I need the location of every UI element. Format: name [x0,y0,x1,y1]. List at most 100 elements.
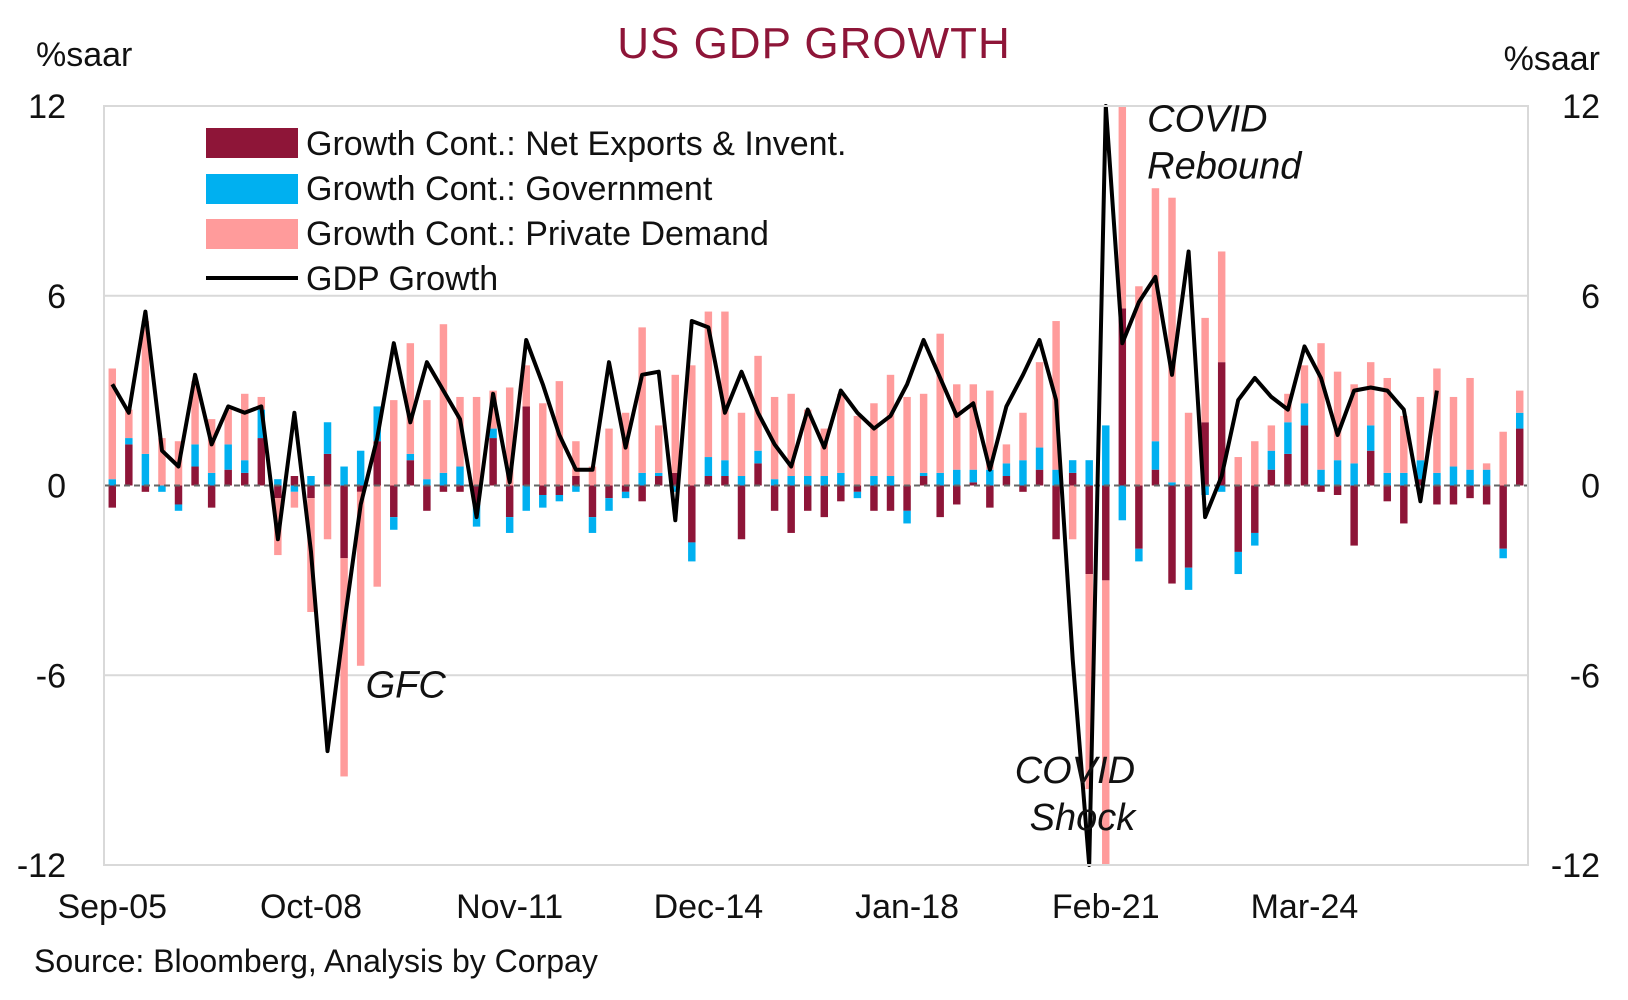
bar-segment [1400,415,1408,473]
bar-segment [489,390,497,429]
bar-segment [108,479,117,486]
bar-segment [1383,472,1391,486]
bar-segment [754,450,762,464]
bar-segment [505,517,514,533]
bar-segment [572,476,580,486]
bar-segment [274,479,282,486]
bar-segment [1019,460,1027,486]
gdp-growth-line-layer [110,104,1439,867]
bar-segment [936,333,944,473]
bar-segment [274,485,282,499]
bar-segment [1499,485,1507,549]
bar-segment [704,311,713,458]
bar-segment [1019,485,1027,492]
legend-swatch-private-demand [206,219,298,249]
annotation-label: Shock [1030,797,1138,839]
bar-segment [638,472,646,486]
bar-segment [539,494,547,508]
bar-segment [837,485,845,502]
bar-segment [1317,485,1325,492]
bar-segment [108,368,117,480]
bar-segment [870,485,878,511]
bar-segment [1035,362,1044,448]
y-tick-label-right: 0 [1581,468,1600,506]
bar-segment [919,393,928,473]
bar-segment [919,476,928,486]
bar-segment [588,485,597,518]
bar-segment [737,485,746,540]
bar-segment [290,476,299,486]
bar-segment [456,396,464,467]
bar-segment [241,472,249,486]
bar-segment [241,393,249,461]
bar-segment [1300,403,1309,426]
bar-segment [853,415,862,486]
source-note: Source: Bloomberg, Analysis by Corpay [34,943,598,979]
bar-segment [986,485,994,508]
bar-segment [1052,485,1060,540]
bar-segment [1184,412,1193,486]
bar-segment [721,460,729,477]
bar-segment [1035,447,1044,470]
bar-segment [969,469,978,483]
annotation-label: COVID [1147,98,1267,140]
bar-segment [406,453,415,461]
bar-segment [1366,425,1375,451]
bar-segment [605,498,613,511]
bar-segment [489,438,497,486]
bar-segment [224,444,232,470]
y-tick-label-left: -12 [17,847,66,885]
bar-segment [1449,396,1458,467]
bar-segment [936,485,944,518]
bar-segment [737,476,746,486]
x-tick-label: Nov-11 [456,888,563,926]
bar-segment [638,327,646,473]
bar-segment [770,396,779,480]
bar-segment [456,466,464,486]
bar-segment [903,510,911,524]
bar-segment [1251,441,1259,486]
bar-segment [1267,425,1276,451]
bar-segment [654,472,663,477]
bar-segment [1068,472,1077,486]
bar-segment [340,466,348,486]
bar-segment [1515,428,1524,486]
bar-segment [1350,463,1358,486]
plot-frame [103,105,1529,866]
bar-segment [986,390,994,470]
bar-segment [1068,460,1077,473]
bar-segment [356,491,365,666]
bar-segment [853,491,862,499]
bar-segment [1400,485,1408,524]
bar-segment [1234,485,1242,552]
bar-segment [1234,457,1242,486]
bar-segment [257,409,266,439]
bar-segment [1284,453,1292,486]
bar-segment [1383,485,1391,502]
bar-segment [489,428,497,439]
bar-segment [307,485,315,499]
bar-segment [754,355,762,451]
bar-segment [605,485,613,499]
bar-segment [1102,485,1110,581]
bar-segment [1168,197,1176,483]
bar-segment [1267,450,1276,470]
bar-segment [340,558,348,777]
bar-segment [770,485,779,511]
bar-segment [257,438,266,486]
bar-segment [671,472,679,486]
bar-segment [141,321,150,454]
bar-segment [390,400,398,486]
bar-segment [174,485,183,505]
bar-segment [870,476,878,486]
legend-label-net-exports: Growth Cont.: Net Exports & Invent. [306,125,846,163]
bar-segment [1515,390,1524,413]
x-tick-label: Feb-21 [1052,888,1160,926]
bar-segment [191,381,199,445]
bar-segment [373,485,381,587]
bar-segment [373,406,381,442]
bar-segment [820,428,829,477]
legend-swatch-government [206,174,298,204]
bar-segment [207,485,216,508]
bar-segment [803,485,812,511]
